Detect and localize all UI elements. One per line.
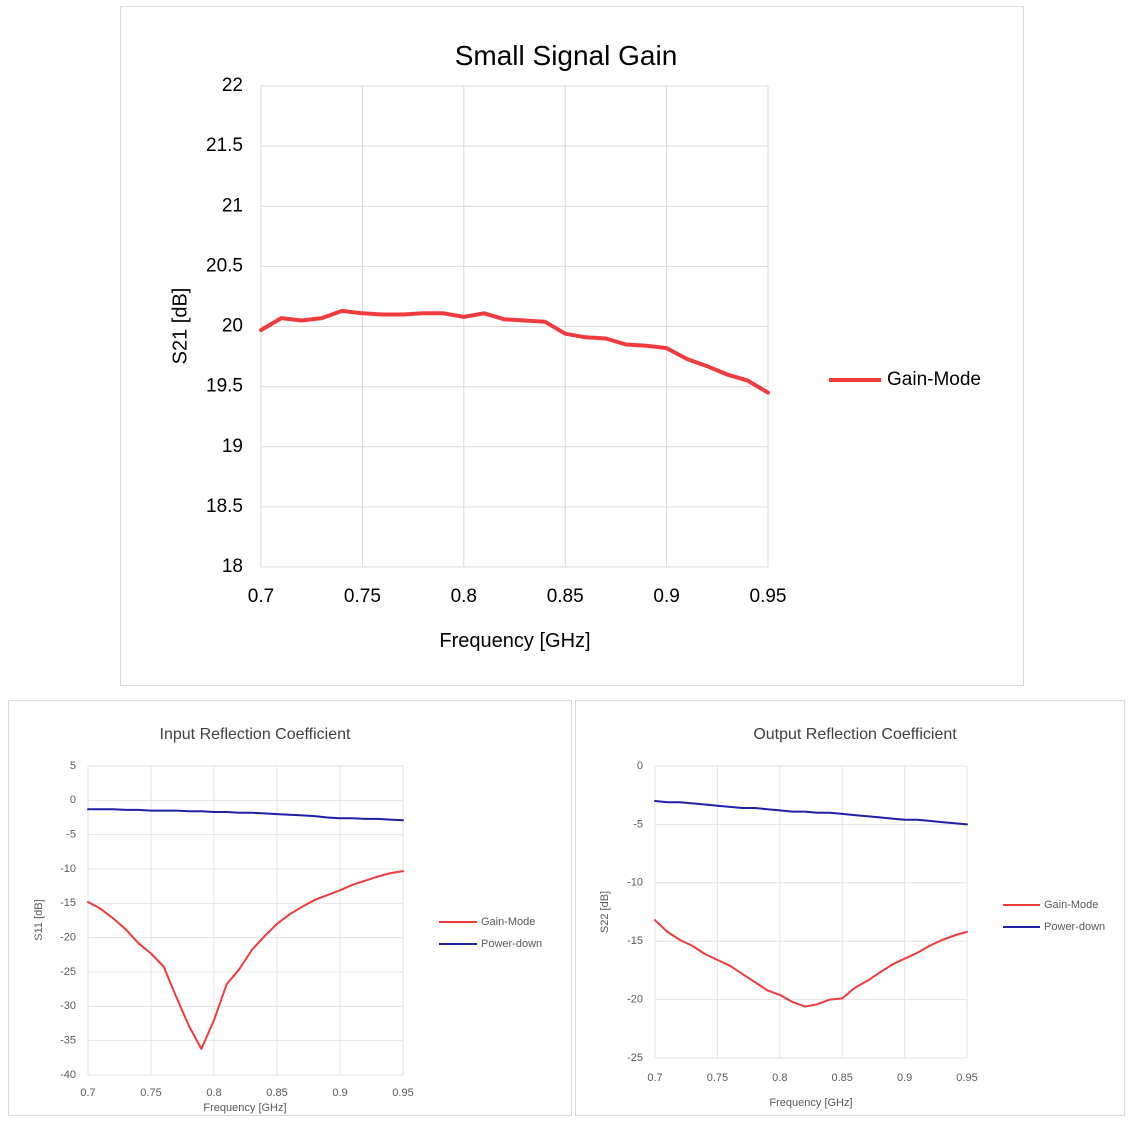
x-tick-label: 0.9 [897,1072,912,1084]
legend-label-power-down: Power-down [481,938,542,950]
y-tick-label: -15 [627,935,643,947]
y-tick-label: 0 [70,794,76,806]
x-tick-label: 0.95 [956,1072,977,1084]
chart-title: Input Reflection Coefficient [160,726,351,743]
x-tick-label: 0.85 [831,1072,852,1084]
y-tick-label: -15 [60,897,76,909]
input-reflection-chart: -40 -35 -30 -25 -20 -15 -10 -5 0 5 0.7 0.75 0.8 0.85 0… [8,700,572,1116]
series-line-power-down [87,808,404,822]
x-tick-label: 0.9 [653,586,679,607]
x-axis-label: Frequency [GHz] [769,1097,852,1109]
x-tick-label: 0.75 [344,586,381,607]
output-reflection-svg: -25 -20 -15 -10 -5 0 0.7 0.75 0.8 0.85 0.9 0.95 Outp… [599,726,1105,1109]
y-tick-label: 22 [222,75,243,96]
legend-label-gain-mode: Gain-Mode [481,916,535,928]
y-tick-label: -20 [60,932,76,944]
y-tick-label: -25 [627,1052,643,1064]
x-tick-label: 0.95 [750,586,787,607]
y-tick-label: -10 [627,877,643,889]
y-tick-label: -10 [60,863,76,875]
y-tick-label: 21 [222,195,243,216]
chart-title: Output Reflection Coefficient [753,726,957,743]
legend-label-power-down: Power-down [1044,921,1105,933]
x-tick-label: 0.85 [547,586,584,607]
y-tick-label: -5 [633,818,643,830]
chart-title: Small Signal Gain [455,40,678,71]
x-tick-label: 0.8 [451,586,477,607]
x-tick-label: 0.8 [772,1072,787,1084]
x-tick-label: 0.9 [332,1087,347,1099]
y-axis-label: S22 [dB] [599,891,611,933]
y-axis-label: S21 [dB] [169,288,191,365]
output-reflection-chart: -25 -20 -15 -10 -5 0 0.7 0.75 0.8 0.85 0.9 0.95 Outp… [575,700,1125,1116]
y-tick-label: -20 [627,994,643,1006]
input-reflection-svg: -40 -35 -30 -25 -20 -15 -10 -5 0 5 0.7 0.75 0.8 0.85 0… [33,726,542,1114]
x-tick-label: 0.75 [707,1072,728,1084]
small-signal-gain-chart: 18 18.5 19 19.5 20 20.5 21 21.5 22 0.7 0.75 0.8 0.85… [120,6,1024,686]
x-tick-label: 0.7 [647,1072,662,1084]
y-tick-label: -30 [60,1000,76,1012]
x-tick-label: 0.85 [266,1087,287,1099]
x-tick-label: 0.75 [140,1087,161,1099]
x-tick-label: 0.8 [206,1087,221,1099]
y-tick-label: -40 [60,1069,76,1081]
y-tick-label: -25 [60,966,76,978]
y-tick-label: 20 [222,316,243,337]
series-line-gain-mode [259,308,770,395]
y-tick-label: 21.5 [206,135,243,156]
x-axis-label: Frequency [GHz] [439,630,590,652]
y-tick-label: 18.5 [206,496,243,517]
y-tick-label: 19.5 [206,376,243,397]
legend-label-gain-mode: Gain-Mode [1044,899,1098,911]
y-tick-label: 19 [222,436,243,457]
x-tick-label: 0.7 [248,586,274,607]
y-axis-label: S11 [dB] [33,899,45,940]
series-line-gain-mode [654,919,968,1008]
x-axis-label: Frequency [GHz] [203,1102,286,1114]
y-tick-label: 20.5 [206,255,243,276]
series-line-power-down [654,800,968,826]
series-line-gain-mode [87,870,404,1050]
y-tick-label: -35 [60,1035,76,1047]
y-tick-label: -5 [66,829,76,841]
x-tick-label: 0.7 [80,1087,95,1099]
small-signal-gain-svg: 18 18.5 19 19.5 20 20.5 21 21.5 22 0.7 0.75 0.8 0.85… [169,40,981,652]
legend-label-gain-mode: Gain-Mode [887,369,981,390]
x-tick-label: 0.95 [392,1087,413,1099]
y-tick-label: 18 [222,556,243,577]
y-tick-label: 0 [637,760,643,772]
y-tick-label: 5 [70,760,76,772]
